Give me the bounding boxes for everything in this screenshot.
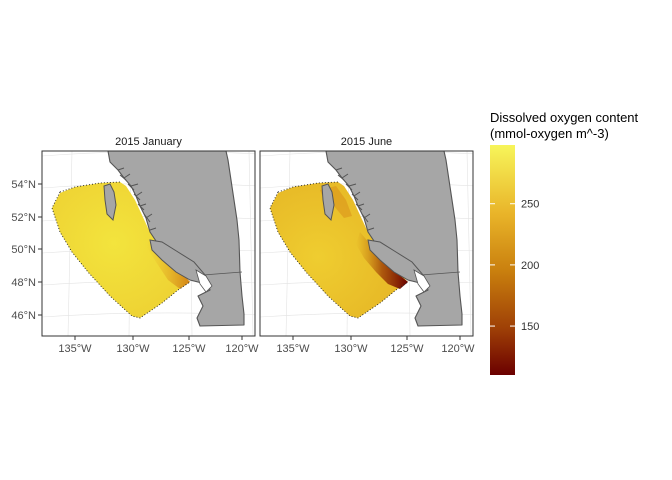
lon-tick-label: 130°W	[334, 343, 368, 355]
haida-gwaii	[103, 183, 117, 222]
salish-sea	[195, 269, 213, 293]
domain-boundary	[269, 181, 409, 319]
lat-tick-label: 48°N	[11, 277, 36, 289]
lon-tick-label: 120°W	[225, 343, 259, 355]
colorbar-ticks: 250 200 150	[490, 199, 539, 333]
salish-sea	[413, 269, 431, 293]
colorbar-legend: Dissolved oxygen content (mmol-oxygen m^…	[490, 110, 639, 375]
lon-axis-january: 135°W 130°W 125°W 120°W	[58, 336, 259, 355]
legend-title-line2: (mmol-oxygen m^-3)	[490, 126, 609, 141]
strip-background	[260, 131, 473, 151]
colorbar-tick-label: 250	[521, 199, 539, 211]
legend-title-line1: Dissolved oxygen content	[490, 110, 639, 125]
lon-tick-label: 120°W	[441, 343, 475, 355]
lon-tick-label: 135°W	[276, 343, 310, 355]
panel-title: 2015 January	[115, 136, 182, 148]
oxygen-field	[270, 182, 408, 318]
lat-tick-label: 46°N	[11, 310, 36, 322]
haida-gwaii	[321, 183, 335, 222]
domain-boundary	[51, 181, 191, 319]
lat-tick-label: 54°N	[11, 179, 36, 191]
panel-border	[259, 150, 474, 337]
panel-june: 2015 June	[259, 131, 474, 337]
panel-title: 2015 June	[341, 136, 392, 148]
coastline-detail	[335, 167, 375, 231]
lon-tick-label: 135°W	[58, 343, 92, 355]
lon-tick-label: 125°W	[390, 343, 424, 355]
panel-january: 2015 January	[41, 131, 256, 337]
colorbar	[490, 145, 515, 375]
colorbar-tick-label: 150	[521, 321, 539, 333]
coastline-detail	[117, 167, 157, 231]
colorbar-tick-label: 200	[521, 260, 539, 272]
lon-tick-label: 130°W	[116, 343, 150, 355]
panel-border	[41, 150, 256, 337]
lon-tick-label: 125°W	[172, 343, 206, 355]
lon-axis-june: 135°W 130°W 125°W 120°W	[276, 336, 475, 355]
lat-axis: 54°N 52°N 50°N 48°N 46°N	[11, 179, 42, 322]
lat-tick-label: 52°N	[11, 212, 36, 224]
lat-tick-label: 50°N	[11, 244, 36, 256]
strip-background	[42, 131, 255, 151]
oxygen-field	[52, 182, 190, 318]
